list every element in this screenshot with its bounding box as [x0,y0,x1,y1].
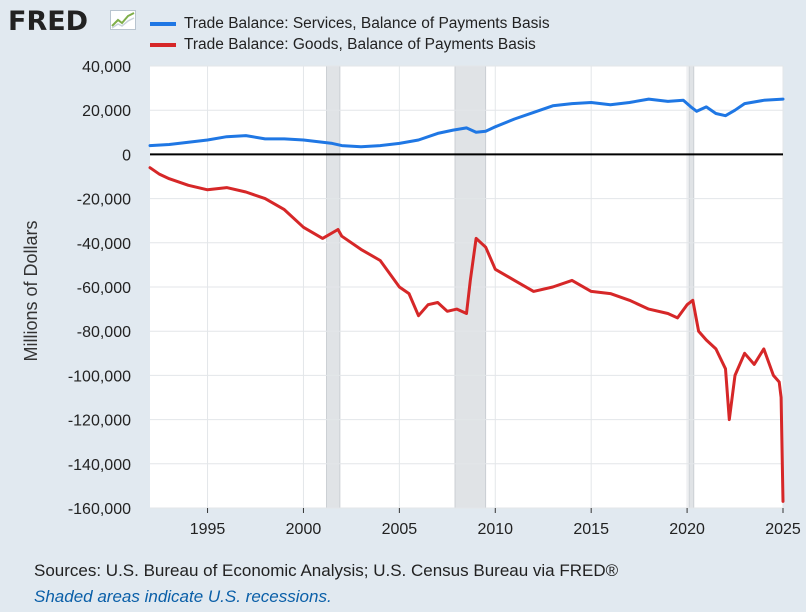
series-line-services[interactable] [148,97,785,149]
y-tick-label: -60,000 [77,280,131,297]
y-tick-label: -160,000 [68,501,131,518]
legend-swatch-services [150,21,176,26]
sources-text: Sources: U.S. Bureau of Economic Analysi… [34,561,619,580]
y-tick-label: -120,000 [68,413,131,430]
y-tick-label: -80,000 [77,324,131,341]
fred-logo[interactable]: FRED [8,6,89,37]
series-line-goods[interactable] [148,166,785,503]
legend-item-goods[interactable]: Trade Balance: Goods, Balance of Payment… [150,34,550,55]
y-tick-label: -40,000 [77,236,131,253]
legend-swatch-goods [150,42,176,47]
y-tick-label: -140,000 [68,457,131,474]
x-tick-label: 1995 [190,521,226,538]
x-tick-label: 2010 [477,521,513,538]
line-chart: 40,000 20,000 0 -20,000 -40,000 -60,000 -80,00… [21,59,801,538]
y-tick-label: -100,000 [68,368,131,385]
y-tick-label: 40,000 [82,59,131,76]
x-tick-label: 2020 [669,521,705,538]
series-lines [148,97,785,503]
y-tick-label: -20,000 [77,192,131,209]
legend-item-services[interactable]: Trade Balance: Services, Balance of Paym… [150,13,550,34]
chart-legend: Trade Balance: Services, Balance of Paym… [150,13,550,55]
y-tick-label: 0 [122,147,131,164]
legend-label-services: Trade Balance: Services, Balance of Paym… [184,14,550,32]
y-axis-label: Millions of Dollars [21,220,41,361]
x-tick-label: 2025 [765,521,801,538]
recession-note-link[interactable]: Shaded areas indicate U.S. recessions. [34,587,332,606]
chart-header: FRED Trade Balance: Services, Balance of… [0,0,806,64]
chart-footer: Sources: U.S. Bureau of Economic Analysi… [34,561,618,607]
x-tick-label: 2005 [382,521,418,538]
x-tick-label: 2015 [573,521,609,538]
x-tick-label: 2000 [286,521,322,538]
trend-line-icon [110,10,136,30]
legend-label-goods: Trade Balance: Goods, Balance of Payment… [184,35,536,53]
y-tick-label: 20,000 [82,103,131,120]
axes: 40,000 20,000 0 -20,000 -40,000 -60,000 -80,00… [21,59,801,538]
